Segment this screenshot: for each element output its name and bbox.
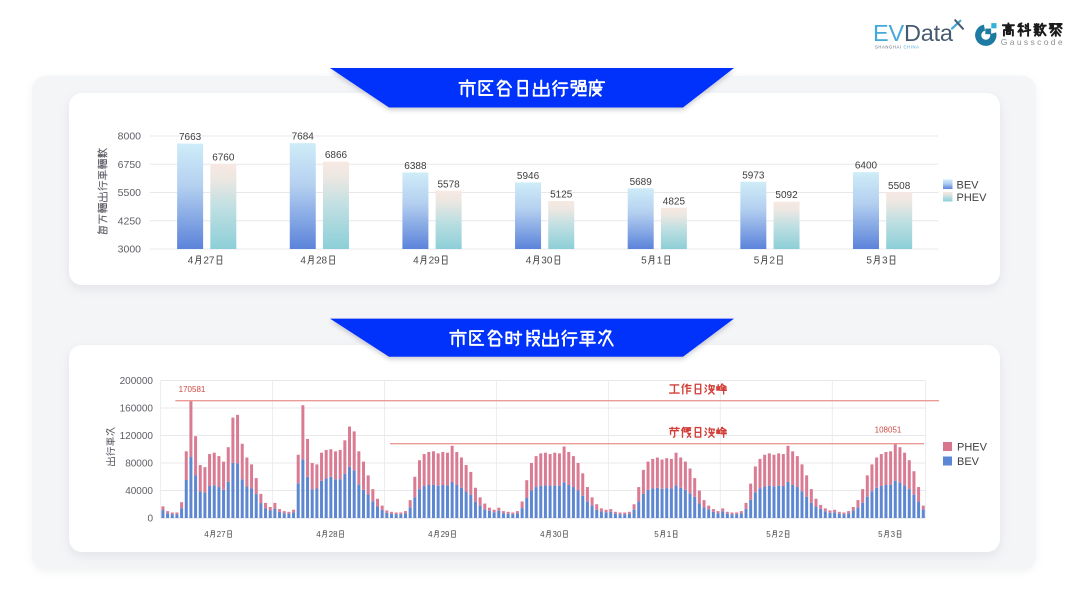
svg-text:4: 4 bbox=[428, 530, 433, 539]
svg-text:BEV: BEV bbox=[957, 179, 980, 191]
svg-text:27: 27 bbox=[217, 530, 226, 539]
svg-text:5: 5 bbox=[654, 530, 659, 539]
svg-text:2: 2 bbox=[769, 256, 775, 267]
svg-text:6400: 6400 bbox=[855, 161, 878, 172]
svg-text:28: 28 bbox=[329, 530, 338, 539]
svg-text:5946: 5946 bbox=[517, 171, 540, 182]
svg-text:3000: 3000 bbox=[118, 244, 142, 256]
svg-text:5: 5 bbox=[641, 256, 647, 267]
svg-text:4825: 4825 bbox=[663, 196, 686, 207]
svg-text:4: 4 bbox=[540, 530, 545, 539]
svg-text:BEV: BEV bbox=[957, 456, 980, 468]
svg-text:108051: 108051 bbox=[875, 425, 902, 434]
svg-text:200000: 200000 bbox=[120, 376, 154, 387]
svg-text:1: 1 bbox=[657, 256, 663, 267]
svg-text:30: 30 bbox=[553, 530, 562, 539]
svg-text:4: 4 bbox=[413, 256, 419, 267]
svg-text:5: 5 bbox=[754, 256, 760, 267]
svg-text:27: 27 bbox=[203, 256, 215, 267]
svg-text:170581: 170581 bbox=[179, 385, 206, 394]
svg-text:5508: 5508 bbox=[888, 181, 911, 192]
svg-text:40000: 40000 bbox=[125, 486, 153, 497]
svg-text:4: 4 bbox=[316, 530, 321, 539]
svg-text:1: 1 bbox=[667, 530, 672, 539]
svg-text:PHEV: PHEV bbox=[957, 192, 988, 204]
svg-text:5973: 5973 bbox=[742, 170, 765, 181]
svg-text:6388: 6388 bbox=[404, 161, 427, 172]
svg-text:Gausscode: Gausscode bbox=[1001, 37, 1065, 47]
svg-text:3: 3 bbox=[891, 530, 896, 539]
svg-text:120000: 120000 bbox=[120, 431, 154, 442]
svg-text:6760: 6760 bbox=[212, 153, 235, 164]
svg-text:5: 5 bbox=[766, 530, 771, 539]
svg-text:5500: 5500 bbox=[118, 187, 142, 199]
svg-text:6750: 6750 bbox=[118, 159, 142, 171]
svg-text:8000: 8000 bbox=[118, 131, 142, 143]
svg-text:4: 4 bbox=[188, 256, 194, 267]
svg-text:2: 2 bbox=[779, 530, 784, 539]
svg-text:0: 0 bbox=[147, 514, 153, 525]
svg-text:29: 29 bbox=[429, 256, 441, 267]
svg-text:PHEV: PHEV bbox=[957, 442, 988, 454]
svg-text:28: 28 bbox=[316, 256, 328, 267]
svg-text:5578: 5578 bbox=[437, 179, 460, 190]
svg-text:7684: 7684 bbox=[292, 132, 315, 143]
svg-text:5: 5 bbox=[866, 256, 872, 267]
svg-text:5092: 5092 bbox=[775, 190, 798, 201]
svg-text:SHANGHAI CHINA: SHANGHAI CHINA bbox=[875, 44, 919, 49]
svg-text:5689: 5689 bbox=[630, 177, 653, 188]
svg-text:4250: 4250 bbox=[118, 215, 142, 227]
svg-text:5125: 5125 bbox=[550, 190, 573, 201]
svg-text:4: 4 bbox=[300, 256, 306, 267]
svg-text:4: 4 bbox=[526, 256, 532, 267]
svg-text:4: 4 bbox=[204, 530, 209, 539]
svg-text:160000: 160000 bbox=[120, 404, 154, 415]
svg-text:30: 30 bbox=[541, 256, 553, 267]
svg-text:29: 29 bbox=[441, 530, 450, 539]
svg-text:3: 3 bbox=[882, 256, 888, 267]
svg-text:7663: 7663 bbox=[179, 132, 202, 143]
svg-text:EVData: EVData bbox=[873, 20, 954, 46]
svg-text:5: 5 bbox=[878, 530, 883, 539]
svg-text:6866: 6866 bbox=[325, 150, 348, 161]
svg-text:80000: 80000 bbox=[125, 459, 153, 470]
